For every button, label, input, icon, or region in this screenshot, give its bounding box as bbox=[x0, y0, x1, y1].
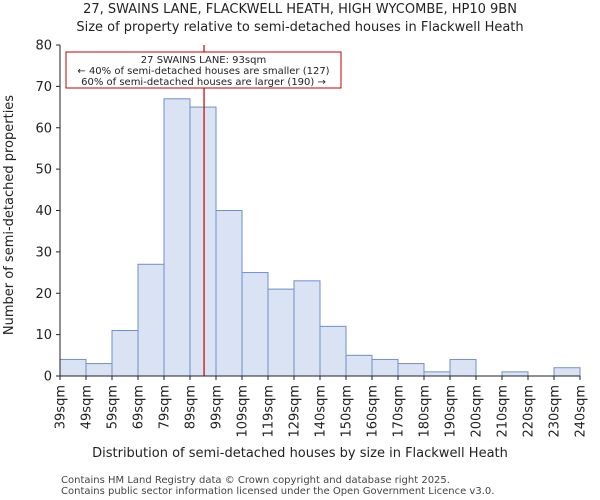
bar-180sqm bbox=[423, 371, 451, 377]
footer-line-2: Contains public sector information licen… bbox=[61, 486, 494, 497]
x-tick-label: 210sqm bbox=[496, 385, 511, 438]
x-tick-label: 79sqm bbox=[158, 385, 173, 429]
footer-line-1: Contains HM Land Registry data © Crown c… bbox=[61, 475, 450, 486]
bar-89sqm bbox=[189, 106, 217, 377]
bars-group bbox=[59, 98, 581, 377]
x-tick-label: 180sqm bbox=[418, 385, 433, 438]
x-axis-label: Distribution of semi-detached houses by … bbox=[92, 446, 508, 461]
x-tick-label: 99sqm bbox=[210, 385, 225, 429]
bar-170sqm bbox=[397, 363, 425, 377]
x-tick-label: 240sqm bbox=[574, 385, 589, 438]
y-tick-label: 30 bbox=[35, 245, 52, 260]
y-tick-label: 70 bbox=[35, 80, 52, 95]
bar-150sqm bbox=[345, 354, 373, 377]
marker-annotation-line-1: 27 SWAINS LANE: 93sqm bbox=[141, 55, 266, 66]
x-tick-label: 119sqm bbox=[262, 385, 277, 438]
x-tick-label: 109sqm bbox=[236, 385, 251, 438]
chart-title: 27, SWAINS LANE, FLACKWELL HEATH, HIGH W… bbox=[83, 2, 517, 17]
bar-230sqm bbox=[553, 367, 581, 377]
x-tick-label: 150sqm bbox=[340, 385, 355, 438]
x-tick-label: 230sqm bbox=[548, 385, 563, 438]
marker-annotation-line-2: ← 40% of semi-detached houses are smalle… bbox=[77, 66, 329, 77]
y-tick-label: 20 bbox=[35, 287, 52, 302]
bar-59sqm bbox=[111, 329, 139, 377]
x-tick-label: 200sqm bbox=[470, 385, 485, 438]
bar-99sqm bbox=[215, 210, 243, 377]
bar-210sqm bbox=[501, 371, 529, 377]
x-ticks: 39sqm 49sqm 59sqm 69sqm 79sqm 89sqm 99sqm 109sq… bbox=[54, 376, 589, 438]
y-tick-label: 80 bbox=[35, 39, 52, 54]
y-ticks: 0 10 20 30 40 50 60 70 80 bbox=[35, 39, 60, 385]
x-tick-label: 89sqm bbox=[184, 385, 199, 429]
bar-69sqm bbox=[137, 263, 165, 377]
x-tick-label: 160sqm bbox=[366, 385, 381, 438]
property-marker: 27 SWAINS LANE: 93sqm← 40% of semi-detac… bbox=[65, 45, 342, 376]
x-tick-label: 140sqm bbox=[314, 385, 329, 438]
bar-190sqm bbox=[449, 358, 477, 377]
x-tick-label: 129sqm bbox=[288, 385, 303, 438]
x-tick-label: 59sqm bbox=[106, 385, 121, 429]
x-tick-label: 190sqm bbox=[444, 385, 459, 438]
y-axis-label: Number of semi-detached properties bbox=[2, 95, 17, 335]
bar-109sqm bbox=[241, 272, 269, 377]
bar-119sqm bbox=[267, 288, 295, 377]
bar-39sqm bbox=[59, 358, 87, 377]
x-tick-label: 69sqm bbox=[132, 385, 147, 429]
chart-subtitle: Size of property relative to semi-detach… bbox=[76, 20, 523, 35]
bar-160sqm bbox=[371, 358, 399, 377]
y-tick-label: 10 bbox=[35, 328, 52, 343]
marker-annotation-box bbox=[65, 51, 342, 89]
x-tick-label: 39sqm bbox=[54, 385, 69, 429]
y-tick-label: 60 bbox=[35, 121, 52, 136]
bar-49sqm bbox=[85, 363, 113, 377]
x-tick-label: 170sqm bbox=[392, 385, 407, 438]
y-tick-label: 50 bbox=[35, 163, 52, 178]
marker-annotation-line-3: 60% of semi-detached houses are larger (… bbox=[81, 77, 326, 88]
bar-129sqm bbox=[293, 280, 321, 377]
bar-79sqm bbox=[163, 98, 191, 377]
y-tick-label: 40 bbox=[35, 204, 52, 219]
x-tick-label: 49sqm bbox=[80, 385, 95, 429]
bar-140sqm bbox=[319, 325, 347, 377]
y-tick-label: 0 bbox=[44, 370, 52, 385]
x-tick-label: 220sqm bbox=[522, 385, 537, 438]
